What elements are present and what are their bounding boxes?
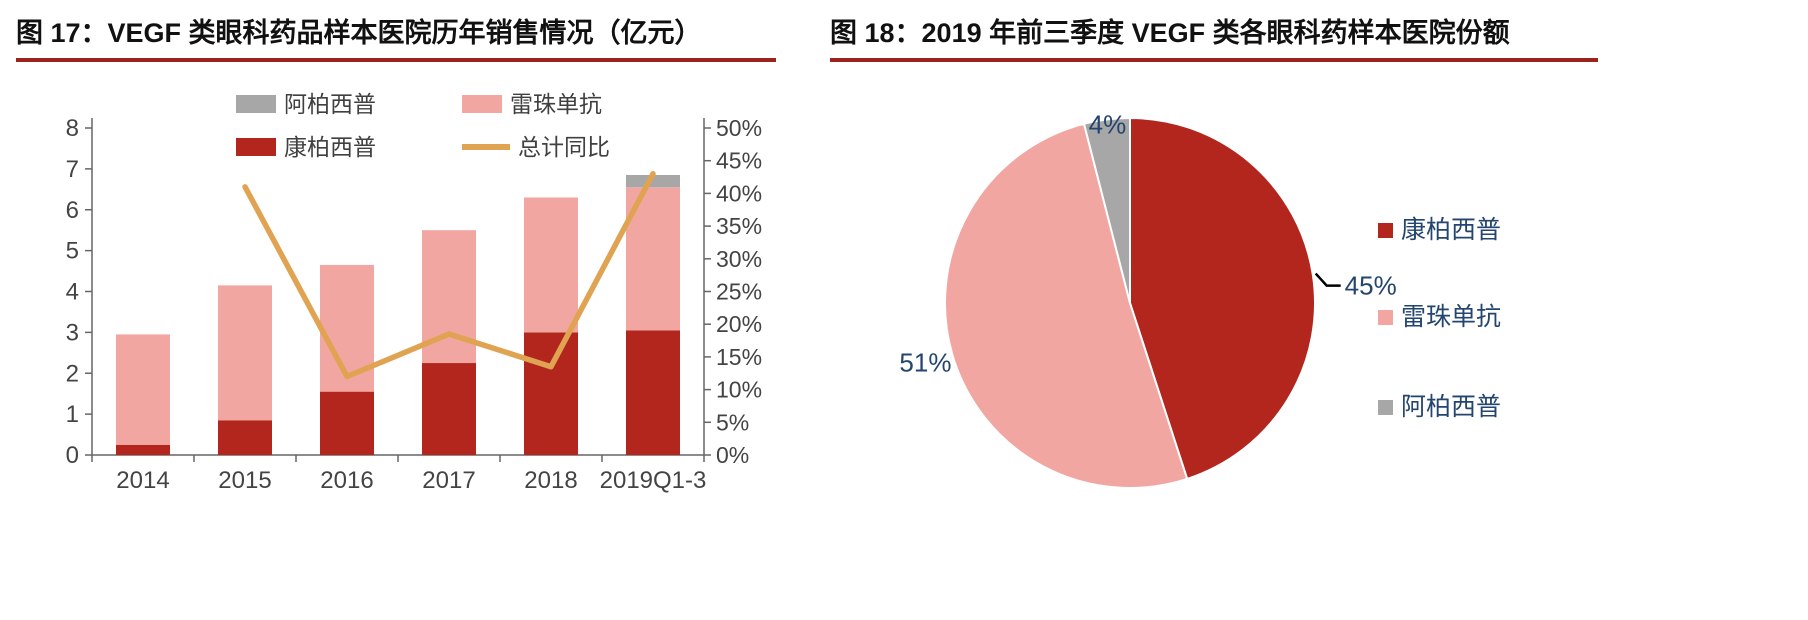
svg-text:4: 4 — [66, 279, 79, 306]
pie-legend-swatch — [1378, 400, 1393, 415]
svg-text:15%: 15% — [716, 344, 762, 370]
figure-18: 图 18：2019 年前三季度 VEGF 类各眼科药样本医院份额 45% 51% 4… — [830, 12, 1790, 608]
svg-text:2019Q1-3: 2019Q1-3 — [600, 467, 707, 494]
figure-18-title-underline — [830, 58, 1598, 62]
svg-text:2: 2 — [66, 360, 79, 387]
line-series — [242, 171, 656, 380]
svg-text:25%: 25% — [716, 279, 762, 305]
legend-swatch — [236, 138, 276, 156]
svg-text:10%: 10% — [716, 377, 762, 403]
svg-text:45%: 45% — [716, 148, 762, 174]
x-axis-labels: 2014 2015 2016 2017 2018 2019Q1-3 — [91, 455, 707, 494]
pie-legend-label: 雷珠单抗 — [1401, 303, 1501, 331]
bar-segment — [422, 363, 476, 455]
bar-segment — [218, 420, 272, 455]
svg-text:2016: 2016 — [320, 467, 373, 494]
svg-text:2017: 2017 — [422, 467, 475, 494]
bar-segment — [524, 197, 578, 333]
bar-segment — [116, 334, 170, 445]
figure-17-title: 图 17：VEGF 类眼科药品样本医院历年销售情况（亿元） — [16, 18, 702, 48]
legend-label: 雷珠单抗 — [510, 91, 602, 117]
total-yoy-line — [242, 171, 656, 380]
svg-text:5: 5 — [66, 238, 79, 265]
svg-text:6: 6 — [66, 197, 79, 224]
legend-label: 康柏西普 — [284, 134, 376, 160]
pie-legend-label: 康柏西普 — [1401, 216, 1501, 244]
bar-line-chart-svg: 0 1 2 3 4 5 6 7 8 0% 5% 10% 15% 20% 25% 30% 35% 40% 45% 50%… — [66, 91, 762, 494]
legend-swatch — [236, 95, 276, 113]
svg-text:30%: 30% — [716, 246, 762, 272]
pie-slice — [1129, 116, 1316, 481]
svg-text:20%: 20% — [716, 311, 762, 337]
pie-legend-label: 阿柏西普 — [1401, 393, 1501, 421]
svg-text:0: 0 — [66, 442, 79, 469]
svg-text:2018: 2018 — [524, 467, 577, 494]
pie-legend-swatch — [1378, 223, 1393, 238]
pie-leader-line — [1314, 272, 1341, 287]
bar-segment — [320, 391, 374, 455]
legend-swatch — [462, 95, 502, 113]
legend-label: 阿柏西普 — [284, 91, 376, 117]
bar-segment — [218, 285, 272, 421]
svg-text:5%: 5% — [716, 409, 749, 435]
svg-text:3: 3 — [66, 319, 79, 346]
bar-segment — [524, 332, 578, 455]
svg-text:0%: 0% — [716, 442, 749, 468]
pie-percent-label: 45% — [1345, 271, 1397, 301]
bar-segment — [116, 444, 170, 455]
svg-text:7: 7 — [66, 156, 79, 183]
pie-legend-swatch — [1378, 310, 1393, 325]
svg-text:40%: 40% — [716, 180, 762, 206]
figure-18-title: 图 18：2019 年前三季度 VEGF 类各眼科药样本医院份额 — [830, 18, 1510, 48]
y-axis-right-labels: 0% 5% 10% 15% 20% 25% 30% 35% 40% 45% 50% — [704, 115, 762, 468]
pie-slice — [1082, 116, 1131, 304]
axes — [91, 118, 705, 456]
bar-segment — [626, 175, 680, 188]
svg-text:1: 1 — [66, 401, 79, 428]
svg-text:2015: 2015 — [218, 467, 271, 494]
svg-text:2014: 2014 — [116, 467, 169, 494]
stacked-bars — [116, 175, 680, 455]
pie-percent-label: 4% — [1089, 109, 1127, 139]
svg-text:35%: 35% — [716, 213, 762, 239]
pie-slice — [944, 122, 1189, 489]
y-axis-left-labels: 0 1 2 3 4 5 6 7 8 — [66, 115, 92, 469]
svg-text:50%: 50% — [716, 115, 762, 141]
figure-17-title-underline — [16, 58, 776, 62]
pie-slices — [944, 116, 1316, 489]
pie-percent-label: 51% — [899, 347, 951, 377]
pie-labels: 45% 51% 4% — [899, 109, 1396, 377]
bar-segment — [626, 330, 680, 455]
svg-text:8: 8 — [66, 115, 79, 142]
legend-label: 总计同比 — [518, 134, 610, 160]
